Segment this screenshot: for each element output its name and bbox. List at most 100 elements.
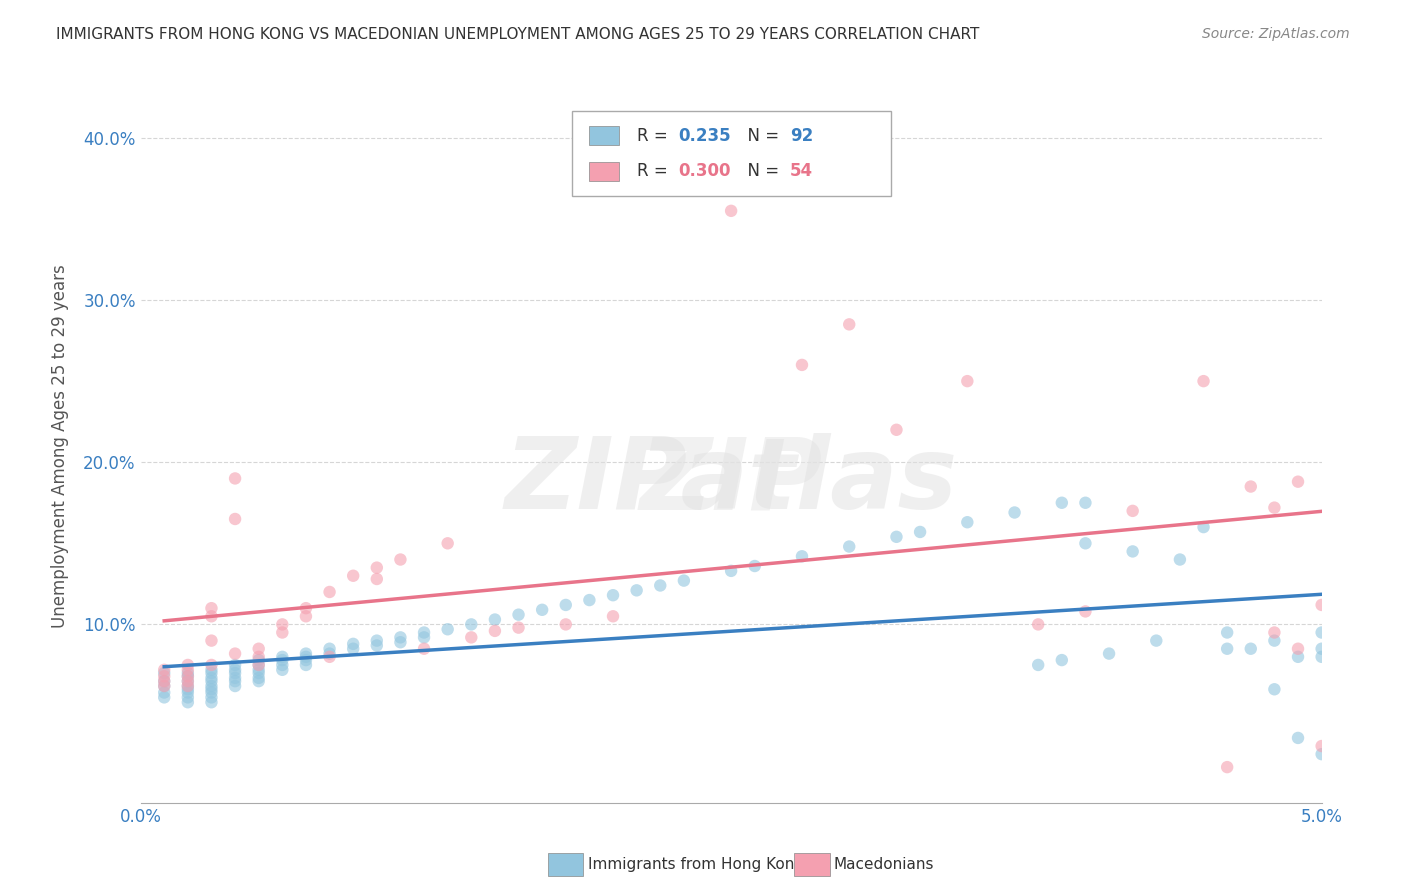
Point [908,524,931,539]
Point [224,666,246,681]
Point [224,663,246,677]
Point [177,666,200,681]
Point [389,552,412,566]
Point [956,515,979,529]
Point [295,657,318,672]
Point [224,647,246,661]
Point [224,512,246,526]
Point [295,647,318,661]
Text: N =: N = [737,162,785,180]
Point [508,621,530,635]
Point [389,631,412,645]
Point [177,674,200,689]
Point [177,669,200,683]
Point [200,679,222,693]
Point [224,674,246,689]
Point [342,637,364,651]
Point [318,585,340,599]
Point [200,682,222,697]
Point [200,685,222,699]
Text: Macedonians: Macedonians [834,857,934,871]
Point [1074,536,1097,550]
Point [200,671,222,685]
Point [247,653,270,667]
Point [247,649,270,664]
Point [247,657,270,672]
Point [650,578,672,592]
Point [153,674,176,689]
FancyBboxPatch shape [589,127,619,145]
Point [366,572,388,586]
Point [720,564,742,578]
Point [271,657,294,672]
Point [531,603,554,617]
Point [1263,682,1285,697]
Point [1122,544,1144,558]
Point [1026,657,1049,672]
Point [1192,374,1215,388]
Point [200,695,222,709]
Point [247,663,270,677]
Point [153,669,176,683]
Point [153,685,176,699]
Point [460,617,482,632]
Point [602,609,624,624]
Point [366,633,388,648]
Point [1240,641,1263,656]
Point [200,663,222,677]
Point [554,617,576,632]
Point [271,617,294,632]
Point [271,653,294,667]
Point [1310,649,1333,664]
Y-axis label: Unemployment Among Ages 25 to 29 years: Unemployment Among Ages 25 to 29 years [52,264,69,628]
Point [838,318,860,332]
Point [177,682,200,697]
Point [460,631,482,645]
Point [413,625,436,640]
Point [153,690,176,705]
Point [1286,731,1309,745]
Point [1310,598,1333,612]
Point [1310,625,1333,640]
Point [672,574,695,588]
Point [200,609,222,624]
Point [1168,552,1191,566]
Point [247,641,270,656]
Point [295,649,318,664]
Point [720,203,742,218]
Point [1144,633,1167,648]
Point [177,679,200,693]
Point [1240,479,1263,493]
Point [554,598,576,612]
Point [956,374,979,388]
Point [366,560,388,574]
Point [177,669,200,683]
Point [1074,604,1097,618]
Point [1310,739,1333,753]
Text: R =: R = [637,127,672,145]
Point [177,690,200,705]
Point [1050,653,1073,667]
Point [224,471,246,485]
Point [247,674,270,689]
Point [247,666,270,681]
Point [484,613,506,627]
Point [177,679,200,693]
Point [200,674,222,689]
Point [224,671,246,685]
Point [578,593,600,607]
Text: Source: ZipAtlas.com: Source: ZipAtlas.com [1202,27,1350,41]
Point [1263,633,1285,648]
Point [153,663,176,677]
Text: Immigrants from Hong Kong: Immigrants from Hong Kong [588,857,804,871]
Point [153,666,176,681]
Point [1310,747,1333,761]
Point [177,663,200,677]
Point [200,690,222,705]
FancyBboxPatch shape [589,162,619,180]
Text: IMMIGRANTS FROM HONG KONG VS MACEDONIAN UNEMPLOYMENT AMONG AGES 25 TO 29 YEARS C: IMMIGRANTS FROM HONG KONG VS MACEDONIAN … [56,27,980,42]
Point [271,625,294,640]
Point [271,649,294,664]
Text: ZIP: ZIP [640,434,823,530]
Point [177,695,200,709]
